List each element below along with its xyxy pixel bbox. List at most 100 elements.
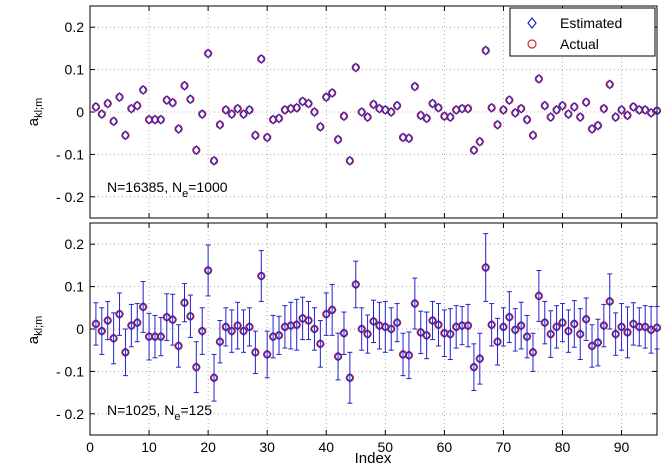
estimated-point [328,304,337,316]
estimated-point [405,133,413,144]
top-annotation-sub: e [182,188,188,200]
estimated-point [540,100,549,111]
estimated-point [493,119,502,130]
estimated-point [251,347,260,358]
estimated-point [511,324,520,335]
estimated-point [245,104,254,115]
estimated-point [115,309,124,320]
estimated-point [623,110,632,121]
estimated-point [97,326,106,337]
bottom-data-marks [91,233,662,404]
estimated-point [446,111,455,123]
estimated-point [357,323,366,335]
estimated-point [475,136,484,147]
estimated-point [375,103,384,114]
estimated-point [641,321,650,332]
estimated-point [115,92,124,103]
estimated-point [251,130,260,141]
bottom-x-tick-label: 50 [378,439,394,455]
estimated-point [410,81,419,92]
estimated-point [210,155,218,166]
estimated-point [345,155,354,166]
estimated-point [292,319,301,330]
estimated-point [440,111,449,122]
estimated-point [357,106,366,118]
estimated-point [221,321,230,332]
top-annotation-main: N=16385, N [107,179,182,195]
estimated-point [487,319,496,330]
estimated-point [576,328,585,340]
estimated-point [340,328,348,339]
estimated-point [334,134,342,145]
bottom-x-tick-label: 90 [614,439,630,455]
estimated-point [588,340,596,352]
estimated-point [558,317,567,328]
estimated-point [310,106,319,118]
bottom-x-tick-label: 80 [555,439,571,455]
top-ylabel-main: a [25,117,42,126]
estimated-point [139,84,148,96]
top-y-ticks: - 0.2 - 0.1 0 0.1 0.2 [56,19,657,205]
estimated-point [605,79,614,90]
estimated-point [180,80,189,91]
estimated-point [316,121,325,132]
estimated-point [369,316,378,327]
estimated-point [440,328,449,339]
estimated-point [487,102,496,113]
estimated-point [588,123,596,135]
estimated-point [416,327,425,338]
estimated-point [517,103,526,114]
bottom-annotation-sub: e [174,411,180,423]
estimated-point [204,265,213,276]
bottom-annotation-main: N=1025, N [107,402,174,418]
bottom-panel: - 0.2 - 0.1 0 0.1 0.2 0 10 20 30 40 50 60 70 80 90 ak… [25,222,662,467]
estimated-point [121,130,130,141]
estimated-point [363,111,372,123]
estimated-point [493,336,502,347]
estimated-point [470,362,478,373]
estimated-point [653,105,661,116]
estimated-point [103,98,112,109]
legend: Estimated Actual [509,7,656,57]
estimated-point [534,290,543,302]
estimated-point [369,99,378,110]
legend-estimated-marker [527,17,537,29]
estimated-point [599,103,608,114]
estimated-point [139,301,148,313]
estimated-point [168,97,177,108]
estimated-point [523,331,531,342]
estimated-point [257,53,266,65]
bottom-y-ticks: - 0.2 - 0.1 0 0.1 0.2 [56,236,657,422]
estimated-point [416,110,425,121]
top-y-tick-label: 0 [76,104,84,120]
bottom-y-tick-label: 0.1 [65,279,85,295]
estimated-point [328,87,337,99]
bottom-x-tick-label: 70 [496,439,512,455]
estimated-point [381,104,390,115]
legend-estimated-label: Estimated [560,15,622,31]
bottom-ylabel-main: a [25,335,42,344]
estimated-point [428,98,437,109]
estimated-point [564,326,573,337]
bottom-annotation: N=1025, Ne=125 [107,402,212,423]
bottom-x-tick-label: 30 [259,439,275,455]
estimated-point [534,73,543,85]
estimated-point [499,104,508,115]
legend-actual-label: Actual [560,36,599,52]
estimated-point [611,111,620,123]
estimated-point [546,328,555,340]
estimated-point [216,336,224,347]
estimated-point [162,312,171,323]
estimated-point [310,323,319,335]
estimated-point [434,319,443,330]
estimated-point [156,331,165,342]
estimated-point [109,116,118,127]
estimated-point [198,326,207,337]
estimated-point [422,330,431,341]
estimated-point [387,323,396,335]
estimated-point [162,95,171,106]
estimated-point [340,111,348,122]
estimated-point [316,338,325,349]
estimated-point [216,119,224,130]
estimated-point [109,333,118,344]
